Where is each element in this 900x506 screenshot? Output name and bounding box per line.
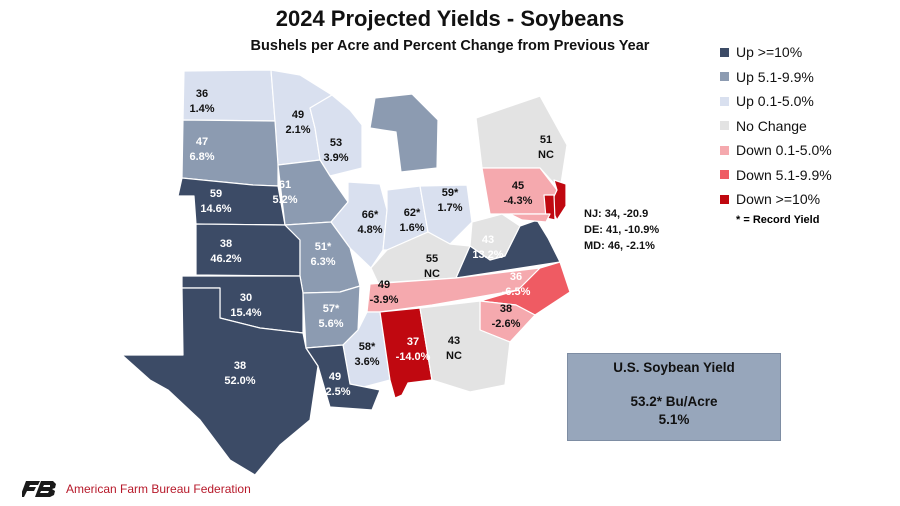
state-yield-label: 59 bbox=[210, 188, 222, 200]
state-change-label: NC bbox=[424, 268, 440, 280]
state-change-label: 3.6% bbox=[354, 356, 379, 368]
state-change-label: 6.3% bbox=[310, 256, 335, 268]
us-yield-summary: U.S. Soybean Yield 53.2* Bu/Acre 5.1% bbox=[567, 353, 781, 441]
state-yield-label: 55 bbox=[426, 253, 438, 265]
legend: Up >=10% Up 5.1-9.9% Up 0.1-5.0% No Change D… bbox=[720, 40, 895, 226]
legend-label: Up >=10% bbox=[736, 44, 803, 61]
state-yield-label: 53 bbox=[330, 137, 342, 149]
state-tx bbox=[121, 287, 319, 476]
state-md bbox=[509, 213, 551, 223]
legend-label: Down 0.1-5.0% bbox=[736, 142, 832, 159]
legend-item: Down 5.1-9.9% bbox=[720, 163, 895, 188]
summary-title: U.S. Soybean Yield bbox=[613, 360, 735, 375]
states-layer bbox=[121, 69, 571, 476]
legend-item: Up 0.1-5.0% bbox=[720, 89, 895, 114]
record-yield-note: * = Record Yield bbox=[736, 213, 820, 226]
page-title: 2024 Projected Yields - Soybeans bbox=[275, 6, 625, 31]
state-yield-label: 30 bbox=[240, 292, 252, 304]
fb-logo-icon bbox=[22, 481, 56, 497]
state-yield-label: 38 bbox=[500, 303, 512, 315]
footer-brand: American Farm Bureau Federation bbox=[22, 480, 251, 498]
legend-swatch bbox=[720, 194, 729, 204]
page-subtitle: Bushels per Acre and Percent Change from… bbox=[250, 38, 650, 54]
state-change-label: 4.8% bbox=[357, 224, 382, 236]
state-la bbox=[305, 344, 381, 411]
state-yield-label: 59* bbox=[442, 187, 459, 199]
state-yield-label: 62* bbox=[404, 207, 421, 219]
legend-item: No Change bbox=[720, 114, 895, 139]
legend-swatch bbox=[720, 121, 729, 131]
legend-swatch bbox=[720, 72, 729, 82]
state-yield-label: 37 bbox=[407, 336, 419, 348]
legend-swatch bbox=[720, 47, 729, 57]
state-change-label: -14.0% bbox=[396, 351, 431, 363]
state-yield-label: 66* bbox=[362, 209, 379, 221]
summary-change: 5.1% bbox=[658, 412, 690, 427]
labels-layer: 36 1.4% 49 2.1% 53 3.9% 47 6.8% 59 14.6% 61 5.2% 66*… bbox=[189, 88, 554, 398]
legend-item: Up 5.1-9.9% bbox=[720, 65, 895, 90]
callout-de: DE: 41, -10.9% bbox=[584, 224, 660, 236]
callout-nj: NJ: 34, -20.9 bbox=[584, 208, 649, 220]
legend-swatch bbox=[720, 170, 729, 180]
state-change-label: 5.6% bbox=[318, 318, 343, 330]
legend-label: No Change bbox=[736, 117, 807, 134]
state-change-label: 1.6% bbox=[399, 222, 424, 234]
state-change-label: 1.4% bbox=[189, 103, 214, 115]
state-ne bbox=[177, 177, 286, 226]
legend-swatch bbox=[720, 96, 729, 106]
state-change-label: 52.0% bbox=[224, 375, 255, 387]
state-yield-label: 47 bbox=[196, 136, 208, 148]
state-change-label: 15.4% bbox=[230, 307, 261, 319]
state-yield-label: 51* bbox=[315, 241, 332, 253]
legend-item: Down 0.1-5.0% bbox=[720, 138, 895, 163]
state-change-label: NC bbox=[446, 350, 462, 362]
state-yield-label: 58* bbox=[359, 341, 376, 353]
state-change-label: -4.3% bbox=[504, 195, 533, 207]
callout-md: MD: 46, -2.1% bbox=[584, 240, 655, 252]
state-change-label: 6.8% bbox=[189, 151, 214, 163]
state-yield-label: 36 bbox=[196, 88, 208, 100]
state-yield-label: 43 bbox=[448, 335, 460, 347]
state-change-label: 5.2% bbox=[272, 194, 297, 206]
state-yield-label: 49 bbox=[292, 109, 304, 121]
state-change-label: -6.5% bbox=[502, 286, 531, 298]
state-yield-label: 36 bbox=[510, 271, 522, 283]
east-coast-callout: NJ: 34, -20.9 DE: 41, -10.9% MD: 46, -2.… bbox=[584, 206, 659, 254]
legend-item: Up >=10% bbox=[720, 40, 895, 65]
state-yield-label: 45 bbox=[512, 180, 524, 192]
state-yield-label: 57* bbox=[323, 303, 340, 315]
state-change-label: 2.1% bbox=[285, 124, 310, 136]
legend-item: Down >=10% bbox=[720, 187, 895, 212]
state-oh bbox=[419, 184, 473, 245]
legend-label: Up 5.1-9.9% bbox=[736, 68, 814, 85]
state-ks bbox=[195, 223, 301, 277]
org-name: American Farm Bureau Federation bbox=[66, 482, 251, 496]
state-yield-label: 51 bbox=[540, 134, 552, 146]
state-yield-label: 38 bbox=[220, 238, 232, 250]
state-wi bbox=[309, 94, 363, 177]
legend-swatch bbox=[720, 145, 729, 155]
summary-value: 53.2* Bu/Acre bbox=[630, 394, 718, 409]
state-change-label: 13.2% bbox=[472, 249, 503, 261]
state-yield-label: 49 bbox=[329, 371, 341, 383]
legend-label: Down 5.1-9.9% bbox=[736, 166, 832, 183]
legend-label: Down >=10% bbox=[736, 191, 821, 208]
state-mi bbox=[369, 93, 439, 173]
state-change-label: -2.6% bbox=[492, 318, 521, 330]
state-change-label: -3.9% bbox=[370, 294, 399, 306]
state-ga bbox=[419, 300, 511, 393]
state-change-label: 14.6% bbox=[200, 203, 231, 215]
state-yield-label: 38 bbox=[234, 360, 246, 372]
state-yield-label: 49 bbox=[378, 279, 390, 291]
state-yield-label: 43 bbox=[482, 234, 494, 246]
state-change-label: 46.2% bbox=[210, 253, 241, 265]
state-yield-label: 61 bbox=[279, 179, 291, 191]
state-change-label: 22.5% bbox=[319, 386, 350, 398]
legend-rows: Up >=10% Up 5.1-9.9% Up 0.1-5.0% No Change D… bbox=[720, 40, 895, 212]
state-change-label: 3.9% bbox=[323, 152, 348, 164]
state-change-label: NC bbox=[538, 149, 554, 161]
state-change-label: 1.7% bbox=[437, 202, 462, 214]
legend-label: Up 0.1-5.0% bbox=[736, 93, 814, 110]
